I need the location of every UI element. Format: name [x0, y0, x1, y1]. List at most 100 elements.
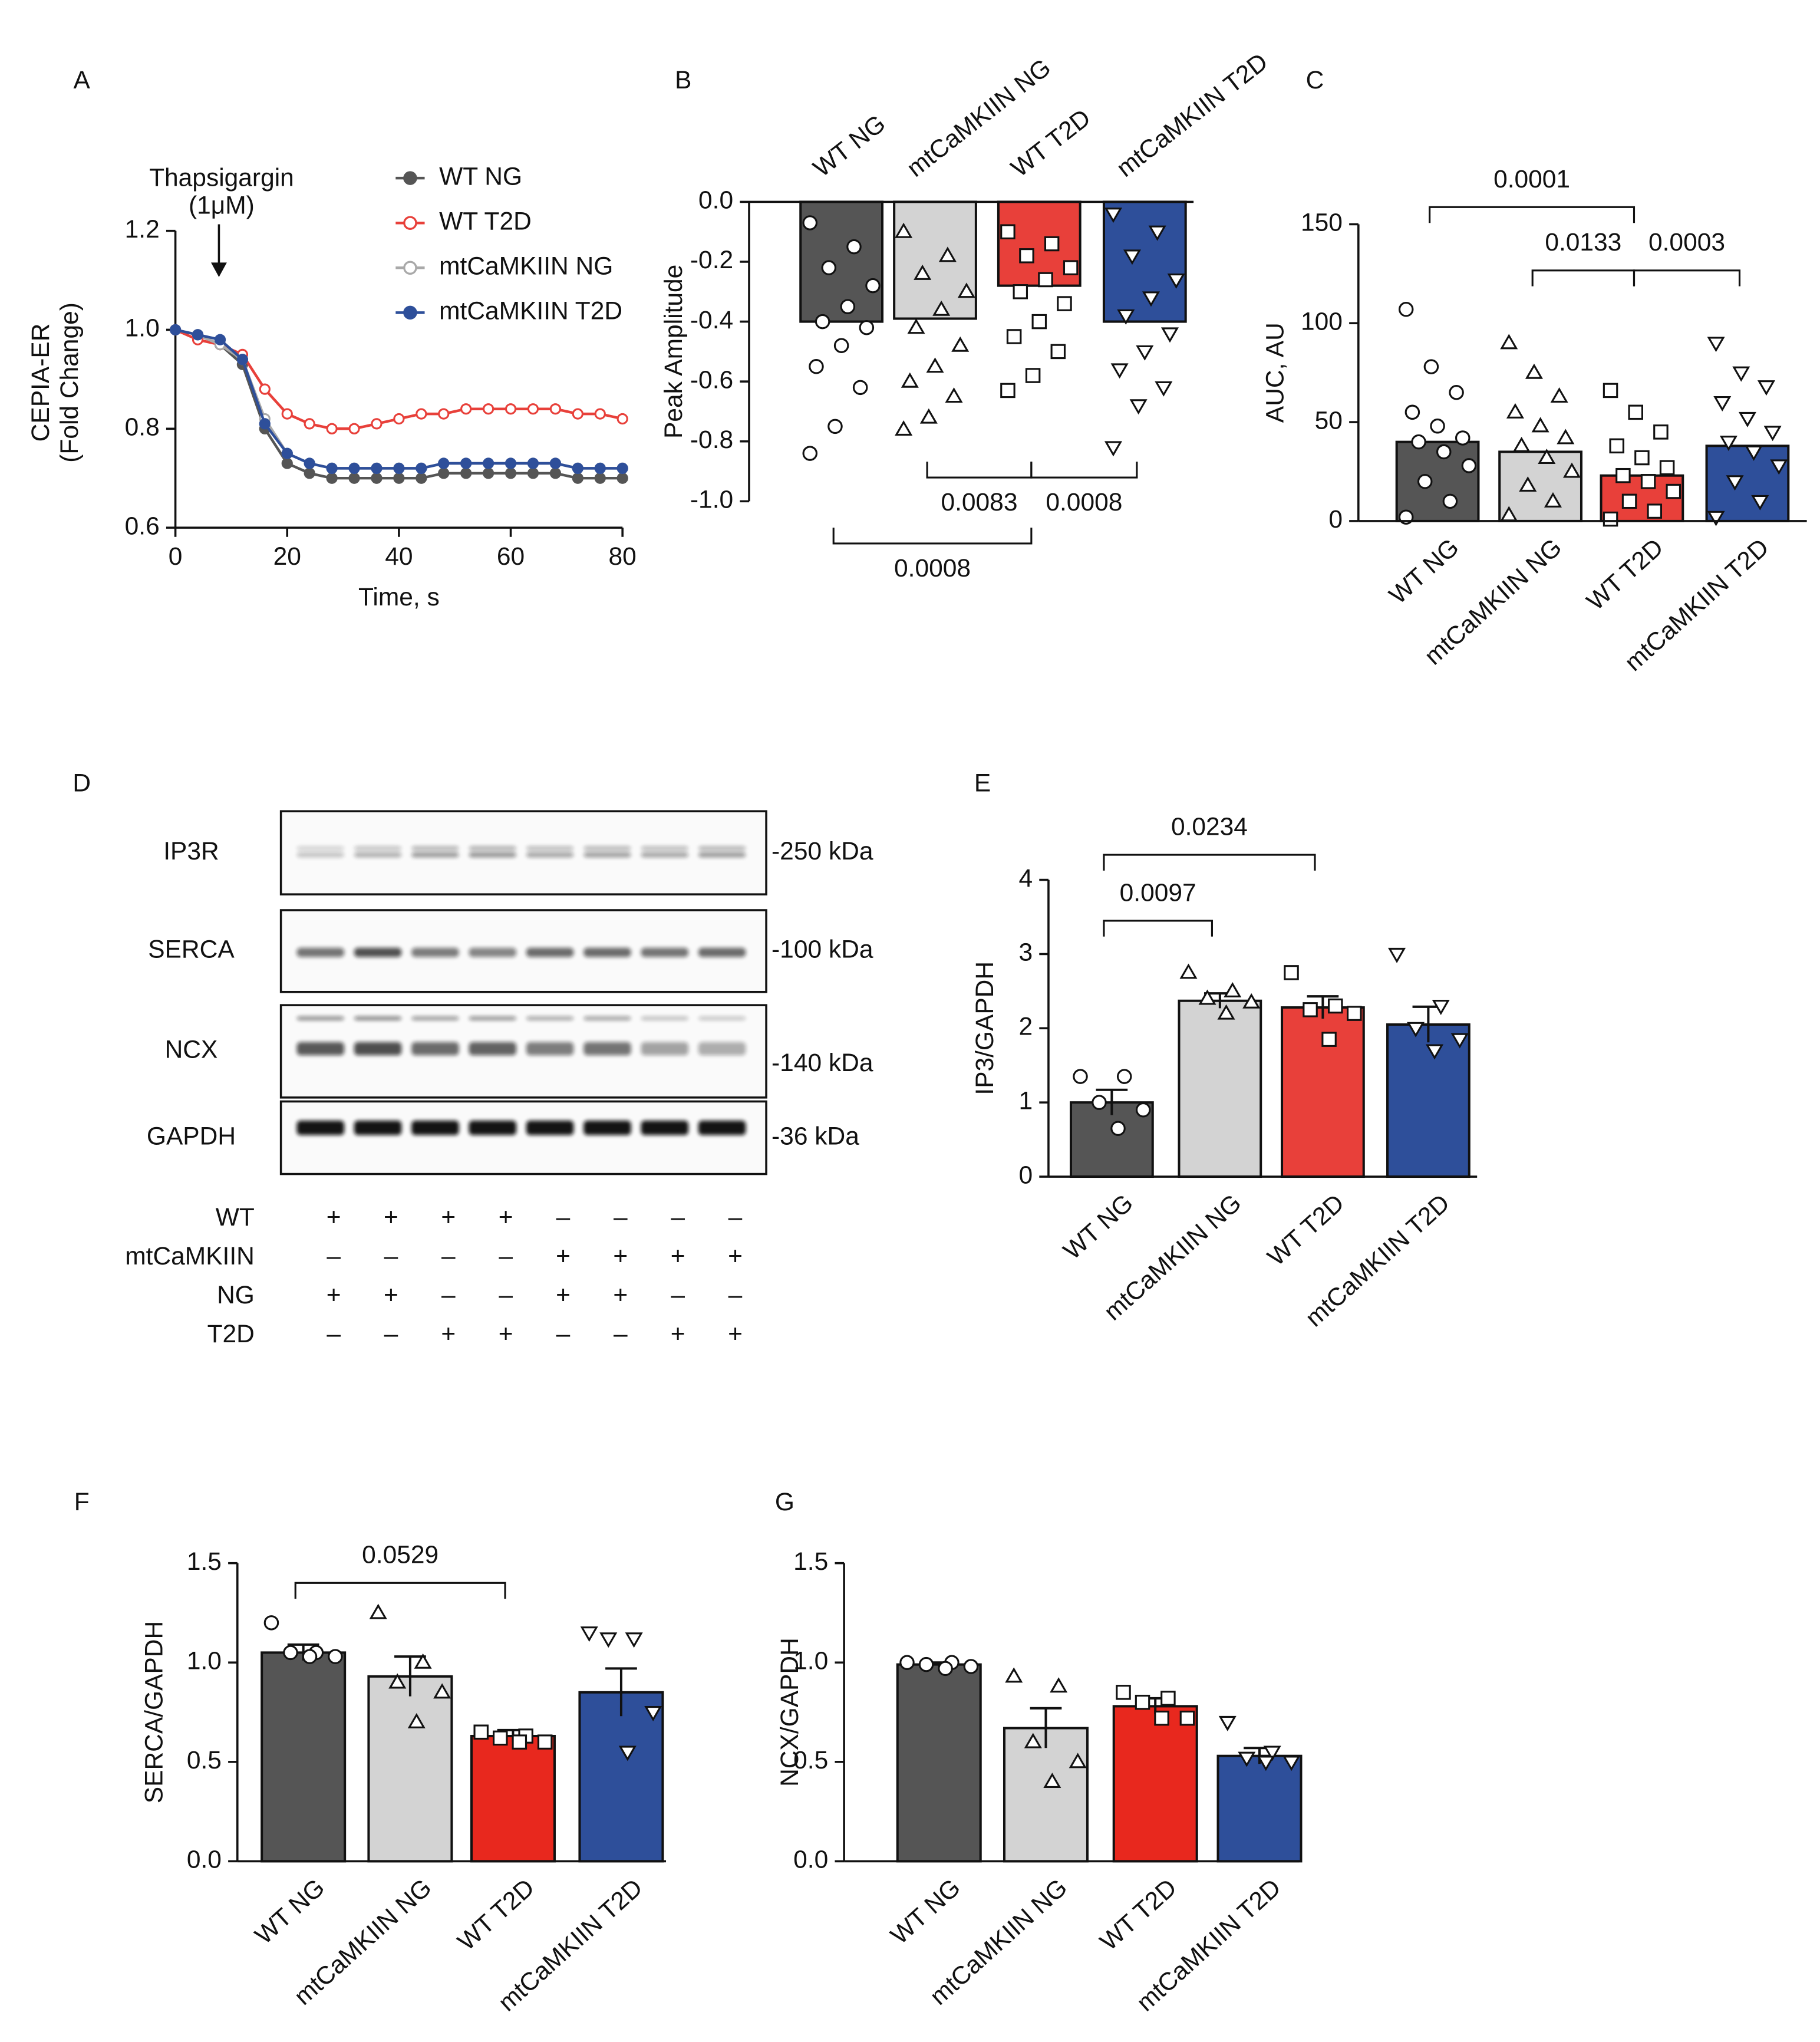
data-point: [1179, 1710, 1195, 1726]
bar: [1102, 200, 1187, 323]
data-point: [802, 446, 818, 461]
series-point: [416, 462, 427, 475]
bar: [1178, 999, 1262, 1178]
significance-bracket: [1429, 206, 1636, 223]
data-point: [1640, 474, 1656, 489]
p-value: 0.0234: [1171, 813, 1248, 841]
data-point: [1242, 993, 1261, 1009]
data-point: [852, 380, 868, 396]
series-point: [549, 467, 562, 479]
series-point: [326, 423, 338, 434]
series-point: [348, 472, 360, 484]
y-tick-label: 4: [1018, 865, 1033, 892]
y-tick-label: -0.4: [690, 307, 733, 334]
legend-marker: [403, 261, 417, 275]
p-value: 0.0008: [1046, 489, 1122, 516]
data-point: [1525, 363, 1543, 379]
data-point: [1092, 1095, 1107, 1110]
data-point: [1659, 460, 1675, 476]
y-tick-label: 50: [1315, 407, 1343, 434]
data-point: [1519, 476, 1537, 492]
data-point: [1417, 474, 1433, 489]
p-value: 0.0083: [941, 489, 1017, 516]
blot-band: [641, 846, 689, 851]
condition-label: mtCaMKIIN: [125, 1243, 255, 1270]
blot-band: [698, 1016, 746, 1020]
blot-band: [296, 947, 345, 957]
blot-band: [526, 852, 574, 858]
data-point: [1179, 963, 1198, 979]
y-axis-label: AUC, AU: [1261, 322, 1289, 423]
blot-frame: [279, 909, 767, 993]
blot-band: [641, 1016, 689, 1020]
blot-band: [469, 1120, 517, 1135]
condition-mark: +: [728, 1243, 743, 1270]
data-point: [1544, 492, 1562, 508]
data-point: [512, 1734, 527, 1750]
condition-mark: –: [556, 1204, 571, 1231]
condition-mark: –: [556, 1320, 571, 1348]
data-point: [1404, 404, 1420, 420]
series-point: [393, 413, 405, 425]
data-point: [907, 318, 925, 334]
data-point: [1757, 380, 1775, 396]
data-point: [1732, 366, 1750, 382]
data-point: [1117, 309, 1135, 325]
series-point: [304, 467, 315, 479]
y-tick-label: 1.0: [125, 315, 160, 342]
data-point: [1346, 1006, 1362, 1021]
data-point: [493, 1730, 508, 1746]
series-point: [505, 467, 517, 479]
series-point: [438, 457, 450, 469]
data-point: [1284, 965, 1299, 980]
data-point: [388, 1673, 407, 1689]
blot-band: [583, 1120, 631, 1135]
data-point: [1770, 459, 1788, 475]
data-point: [414, 1653, 432, 1669]
condition-mark: +: [671, 1243, 685, 1270]
data-point: [1148, 225, 1166, 241]
data-point: [1442, 493, 1458, 509]
error-bar: [1096, 1088, 1128, 1115]
data-point: [599, 1632, 618, 1648]
significance-bracket: [926, 462, 1033, 479]
error-bar: [394, 1655, 426, 1697]
data-point: [1069, 1753, 1087, 1768]
data-point: [1043, 1773, 1061, 1789]
condition-mark: –: [671, 1282, 685, 1309]
data-point: [1647, 503, 1663, 519]
condition-mark: +: [499, 1320, 513, 1348]
blot-band: [698, 846, 746, 851]
series-point: [594, 462, 606, 475]
blot-band: [354, 846, 402, 851]
annotation: (1μM): [189, 192, 255, 220]
data-point: [1031, 314, 1047, 330]
data-point: [1238, 1751, 1256, 1767]
data-point: [1450, 1033, 1469, 1049]
series-point: [505, 457, 517, 469]
bar: [1216, 1754, 1303, 1863]
data-point: [625, 1632, 643, 1648]
series-point: [371, 462, 383, 475]
x-tick-label: 80: [609, 543, 637, 571]
significance-bracket: [1103, 920, 1213, 937]
blot-frame: [279, 1100, 767, 1175]
series-point: [416, 408, 427, 420]
blot-band: [296, 1042, 345, 1056]
data-point: [926, 357, 944, 373]
data-point: [1135, 1694, 1150, 1710]
y-tick-label: 1.5: [793, 1548, 828, 1576]
series-point: [482, 457, 494, 469]
data-point: [1426, 1044, 1444, 1060]
condition-mark: +: [728, 1320, 743, 1348]
data-point: [895, 420, 913, 436]
series-point: [616, 413, 628, 425]
condition-mark: +: [441, 1320, 456, 1348]
y-tick-label: -1.0: [690, 486, 733, 514]
data-point: [1160, 327, 1179, 343]
blot-band: [411, 1042, 459, 1056]
data-point: [1634, 450, 1650, 466]
series-point: [438, 467, 450, 479]
data-point: [1110, 363, 1129, 379]
data-point: [1038, 272, 1053, 288]
